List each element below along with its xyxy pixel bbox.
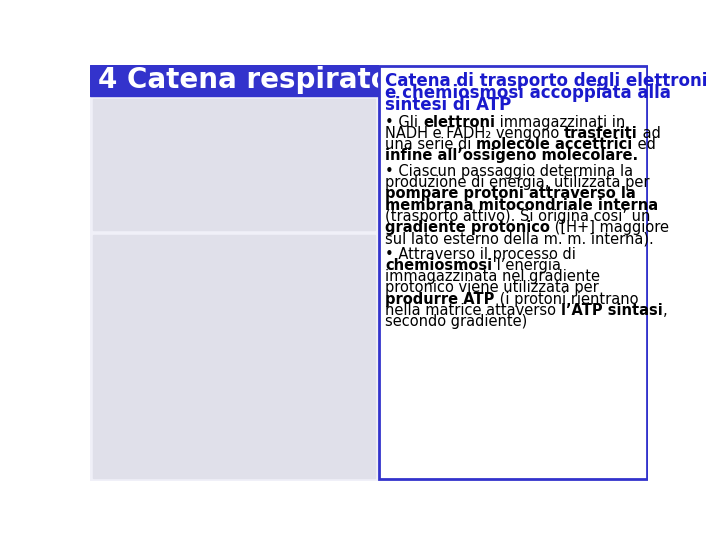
Text: elettroni: elettroni <box>423 115 495 130</box>
Text: protonico viene utilizzata per: protonico viene utilizzata per <box>385 280 599 295</box>
Bar <box>93 235 375 477</box>
Bar <box>379 66 647 479</box>
Text: • Ciascun passaggio determina la: • Ciascun passaggio determina la <box>385 164 634 179</box>
Text: secondo gradiente): secondo gradiente) <box>385 314 528 329</box>
Text: produrre ATP: produrre ATP <box>385 292 495 307</box>
Text: membrana mitocondriale interna: membrana mitocondriale interna <box>385 198 658 213</box>
Text: sintesi di ATP: sintesi di ATP <box>385 96 511 113</box>
Text: • Attraverso il processo di: • Attraverso il processo di <box>385 247 576 262</box>
Bar <box>379 66 647 479</box>
Text: ad: ad <box>638 126 661 141</box>
Text: Catena di trasporto degli elettroni: Catena di trasporto degli elettroni <box>385 72 708 91</box>
Text: immagazzinati in: immagazzinati in <box>495 115 625 130</box>
Text: 4 Catena respiratoria: 4 Catena respiratoria <box>98 66 432 94</box>
Text: (trasporto attivo). Si origina cosi’ un: (trasporto attivo). Si origina cosi’ un <box>385 209 651 224</box>
Text: sul lato esterno della m. m. interna).: sul lato esterno della m. m. interna). <box>385 231 654 246</box>
Text: ([H+] maggiore: ([H+] maggiore <box>550 220 669 235</box>
Text: (i protoni rientrano: (i protoni rientrano <box>495 292 638 307</box>
Text: molecole accettrici: molecole accettrici <box>476 137 633 152</box>
Text: infine all’ossigeno molecolare.: infine all’ossigeno molecolare. <box>385 148 639 163</box>
Bar <box>90 65 378 481</box>
Text: l’energia: l’energia <box>492 258 562 273</box>
Text: produzione di energia, utilizzata per: produzione di energia, utilizzata per <box>385 176 649 190</box>
Text: ,: , <box>662 303 667 318</box>
Text: una serie di: una serie di <box>385 137 476 152</box>
Text: gradiente protonico: gradiente protonico <box>385 220 550 235</box>
Text: chemiosmosi: chemiosmosi <box>385 258 492 273</box>
Text: trasferiti: trasferiti <box>564 126 638 141</box>
Text: ed: ed <box>633 137 655 152</box>
Text: • Gli: • Gli <box>385 115 423 130</box>
Bar <box>93 99 375 231</box>
Text: NADH e FADH₂ vengono: NADH e FADH₂ vengono <box>385 126 564 141</box>
Text: nella matrice attaverso: nella matrice attaverso <box>385 303 561 318</box>
Text: e chemiosmosi accoppiata alla: e chemiosmosi accoppiata alla <box>385 84 671 102</box>
Bar <box>90 65 378 96</box>
Text: immagazzinata nel gradiente: immagazzinata nel gradiente <box>385 269 600 284</box>
Text: l’ATP sintasi: l’ATP sintasi <box>561 303 662 318</box>
Text: pompare protoni attraverso la: pompare protoni attraverso la <box>385 186 636 201</box>
